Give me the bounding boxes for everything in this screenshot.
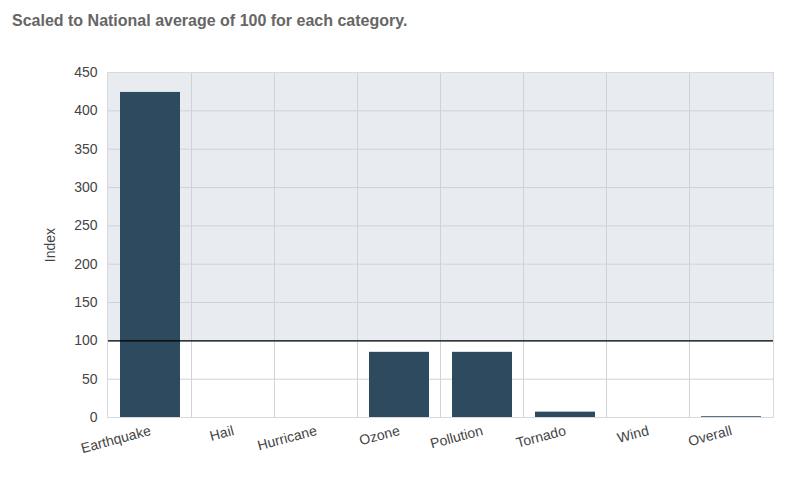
html-text:Scaled to National average of: Scaled to National average of 100 for ea… <box>12 12 408 29</box>
svg-text:100: 100 <box>74 332 98 348</box>
svg-text:250: 250 <box>74 217 98 233</box>
svg-text:450: 450 <box>74 64 98 80</box>
svg-text:Hail: Hail <box>208 422 235 444</box>
svg-text:Hurricane: Hurricane <box>256 422 319 453</box>
svg-text:300: 300 <box>74 179 98 195</box>
svg-text:350: 350 <box>74 141 98 157</box>
svg-text:150: 150 <box>74 294 98 310</box>
svg-text:Overall: Overall <box>686 422 733 449</box>
svg-text:Tornado: Tornado <box>514 422 567 451</box>
svg-text:Ozone: Ozone <box>357 422 401 448</box>
svg-text:Index: Index <box>42 228 58 262</box>
svg-text:Wind: Wind <box>615 422 650 446</box>
svg-text:Earthquake: Earthquake <box>79 422 153 456</box>
svg-text:400: 400 <box>74 102 98 118</box>
svg-text:200: 200 <box>74 256 98 272</box>
svg-text:Pollution: Pollution <box>428 422 484 451</box>
svg-text:0: 0 <box>90 409 98 425</box>
svg-text:50: 50 <box>82 371 98 387</box>
